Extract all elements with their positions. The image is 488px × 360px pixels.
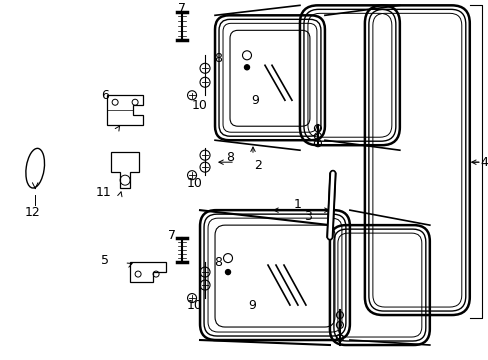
Text: 8: 8 <box>214 256 222 269</box>
Circle shape <box>244 65 249 70</box>
Text: 7: 7 <box>178 2 185 15</box>
Text: 7: 7 <box>168 229 176 242</box>
Text: 10: 10 <box>192 99 207 112</box>
Text: 5: 5 <box>101 253 109 267</box>
Text: 10: 10 <box>187 298 203 311</box>
Circle shape <box>225 270 230 275</box>
Text: 4: 4 <box>479 156 487 169</box>
Text: 9: 9 <box>250 94 259 107</box>
Text: 3: 3 <box>304 210 311 222</box>
Text: 12: 12 <box>24 206 40 219</box>
Text: 10: 10 <box>187 177 203 190</box>
Text: 6: 6 <box>101 89 109 102</box>
Text: 2: 2 <box>254 159 262 172</box>
Text: 1: 1 <box>293 198 301 211</box>
Text: 8: 8 <box>214 52 222 65</box>
Text: 9: 9 <box>247 298 255 311</box>
Text: 8: 8 <box>225 151 234 164</box>
Text: 11: 11 <box>95 186 111 199</box>
